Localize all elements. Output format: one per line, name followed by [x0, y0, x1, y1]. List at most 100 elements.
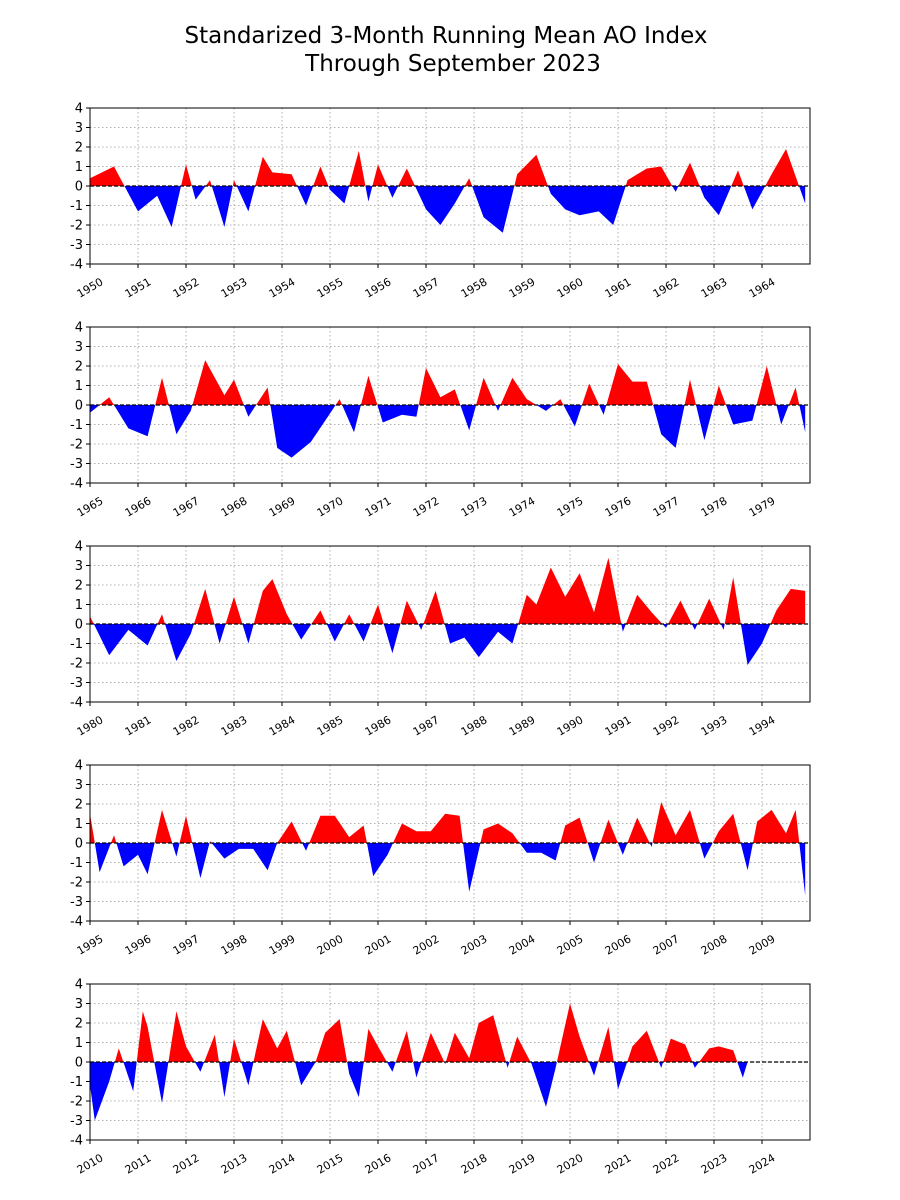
x-tick-label: 1962	[651, 275, 682, 300]
x-tick-label: 1984	[267, 713, 298, 738]
y-tick-label: -3	[70, 1114, 83, 1129]
y-tick-label: 2	[75, 141, 83, 156]
x-tick-label: 2008	[699, 932, 730, 957]
x-tick-label: 1977	[651, 494, 682, 519]
y-tick-label: -2	[70, 438, 83, 453]
positive-area	[90, 557, 806, 624]
y-tick-label: -2	[70, 876, 83, 891]
x-tick-label: 1983	[219, 713, 250, 738]
x-tick-label: 2015	[315, 1151, 346, 1176]
x-tick-label: 1989	[507, 713, 538, 738]
y-tick-label: -4	[70, 477, 83, 492]
y-tick-label: -3	[70, 457, 83, 472]
x-tick-label: 1959	[507, 275, 538, 300]
y-tick-label: 3	[75, 778, 83, 793]
x-tick-label: 1961	[603, 275, 634, 300]
x-tick-label: 2009	[747, 932, 778, 957]
x-tick-label: 1981	[123, 713, 154, 738]
x-tick-label: 2011	[123, 1151, 154, 1176]
x-tick-label: 1978	[699, 494, 730, 519]
x-tick-label: 2014	[267, 1151, 298, 1176]
positive-area	[90, 148, 806, 186]
y-tick-label: 2	[75, 579, 83, 594]
x-tick-label: 2012	[171, 1151, 202, 1176]
x-tick-label: 1954	[267, 275, 298, 300]
chart-title-line-1: Standarized 3-Month Running Mean AO Inde…	[185, 23, 708, 49]
y-tick-label: 1	[75, 160, 83, 175]
x-tick-label: 1965	[75, 494, 106, 519]
x-tick-label: 1972	[411, 494, 442, 519]
positive-area	[90, 360, 806, 405]
x-tick-label: 2019	[507, 1151, 538, 1176]
y-tick-label: -4	[70, 1134, 83, 1149]
x-tick-label: 2003	[459, 932, 490, 957]
x-tick-label: 2007	[651, 932, 682, 957]
y-tick-label: 0	[75, 1056, 83, 1071]
x-tick-label: 1990	[555, 713, 586, 738]
y-tick-label: 3	[75, 559, 83, 574]
x-tick-label: 2001	[363, 932, 394, 957]
x-tick-label: 1979	[747, 494, 778, 519]
x-tick-label: 1992	[651, 713, 682, 738]
x-tick-label: 1997	[171, 932, 202, 957]
y-tick-label: -3	[70, 238, 83, 253]
x-tick-label: 2018	[459, 1151, 490, 1176]
x-tick-label: 2023	[699, 1151, 730, 1176]
x-tick-label: 1999	[267, 932, 298, 957]
x-tick-label: 1957	[411, 275, 442, 300]
x-tick-label: 1994	[747, 713, 778, 738]
x-tick-label: 2006	[603, 932, 634, 957]
x-tick-label: 1951	[123, 275, 154, 300]
x-tick-label: 1995	[75, 932, 106, 957]
y-tick-label: 0	[75, 399, 83, 414]
x-tick-label: 1998	[219, 932, 250, 957]
x-tick-label: 1985	[315, 713, 346, 738]
x-tick-label: 1950	[75, 275, 106, 300]
x-tick-label: 1993	[699, 713, 730, 738]
x-tick-label: 2024	[747, 1151, 778, 1176]
x-tick-label: 1964	[747, 275, 778, 300]
y-tick-label: -2	[70, 657, 83, 672]
x-tick-label: 1955	[315, 275, 346, 300]
x-tick-label: 2005	[555, 932, 586, 957]
x-tick-label: 1982	[171, 713, 202, 738]
y-tick-label: 0	[75, 180, 83, 195]
y-tick-label: 3	[75, 121, 83, 136]
y-tick-label: -1	[70, 637, 83, 652]
x-tick-label: 1966	[123, 494, 154, 519]
y-tick-label: -1	[70, 856, 83, 871]
x-tick-label: 1973	[459, 494, 490, 519]
panel-5: -4 -3 -2 -1 0 1 2 3 4 2010 2011 2012 2013 2014 2015 201…	[70, 978, 811, 1177]
negative-area	[90, 843, 806, 896]
x-tick-label: 2013	[219, 1151, 250, 1176]
x-tick-label: 1970	[315, 494, 346, 519]
y-tick-label: 1	[75, 817, 83, 832]
y-tick-label: 4	[75, 540, 83, 555]
x-tick-label: 2016	[363, 1151, 394, 1176]
y-tick-label: 3	[75, 340, 83, 355]
x-tick-label: 1976	[603, 494, 634, 519]
y-tick-label: -4	[70, 915, 83, 930]
x-tick-label: 1953	[219, 275, 250, 300]
y-tick-label: 0	[75, 618, 83, 633]
x-tick-label: 1986	[363, 713, 394, 738]
y-tick-label: -2	[70, 1095, 83, 1110]
y-tick-label: 4	[75, 102, 83, 117]
y-tick-label: 1	[75, 379, 83, 394]
x-tick-label: 1958	[459, 275, 490, 300]
y-tick-label: -1	[70, 418, 83, 433]
panel-2: -4 -3 -2 -1 0 1 2 3 4 1965 1966 1967 1968 1969 1970 197…	[70, 321, 811, 520]
x-tick-label: 1971	[363, 494, 394, 519]
x-tick-label: 1980	[75, 713, 106, 738]
x-tick-label: 2010	[75, 1151, 106, 1176]
x-tick-label: 1988	[459, 713, 490, 738]
y-tick-label: -2	[70, 219, 83, 234]
x-tick-label: 2017	[411, 1151, 442, 1176]
panel-1: -4 -3 -2 -1 0 1 2 3 4 1950 1951 1952 1953 1954 1955 195…	[70, 102, 811, 301]
x-tick-label: 1987	[411, 713, 442, 738]
y-tick-label: -4	[70, 258, 83, 273]
y-tick-label: 0	[75, 837, 83, 852]
panel-4: -4 -3 -2 -1 0 1 2 3 4 1995 1996 1997 1998 1999 2000 200…	[70, 759, 811, 958]
y-tick-label: -1	[70, 199, 83, 214]
